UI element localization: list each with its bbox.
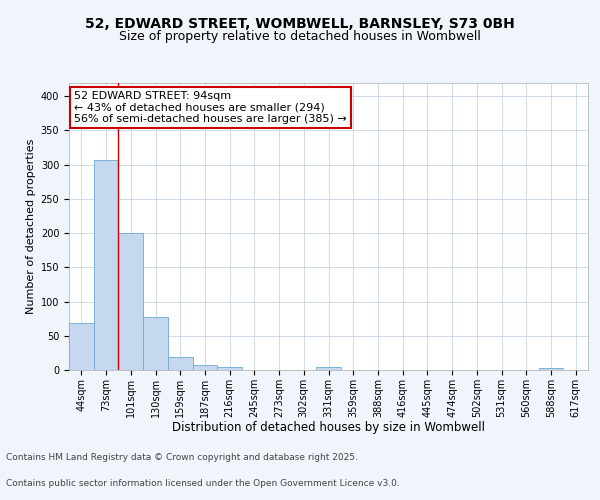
Bar	[94, 160, 118, 370]
Bar	[539, 368, 563, 370]
Bar	[193, 364, 217, 370]
Bar	[69, 324, 94, 370]
Text: Size of property relative to detached houses in Wombwell: Size of property relative to detached ho…	[119, 30, 481, 43]
Bar	[168, 357, 193, 370]
Text: Contains HM Land Registry data © Crown copyright and database right 2025.: Contains HM Land Registry data © Crown c…	[6, 454, 358, 462]
Y-axis label: Number of detached properties: Number of detached properties	[26, 138, 37, 314]
Bar	[217, 368, 242, 370]
X-axis label: Distribution of detached houses by size in Wombwell: Distribution of detached houses by size …	[172, 421, 485, 434]
Text: 52 EDWARD STREET: 94sqm
← 43% of detached houses are smaller (294)
56% of semi-d: 52 EDWARD STREET: 94sqm ← 43% of detache…	[74, 91, 347, 124]
Bar	[316, 368, 341, 370]
Bar	[118, 233, 143, 370]
Text: Contains public sector information licensed under the Open Government Licence v3: Contains public sector information licen…	[6, 478, 400, 488]
Text: 52, EDWARD STREET, WOMBWELL, BARNSLEY, S73 0BH: 52, EDWARD STREET, WOMBWELL, BARNSLEY, S…	[85, 18, 515, 32]
Bar	[143, 316, 168, 370]
